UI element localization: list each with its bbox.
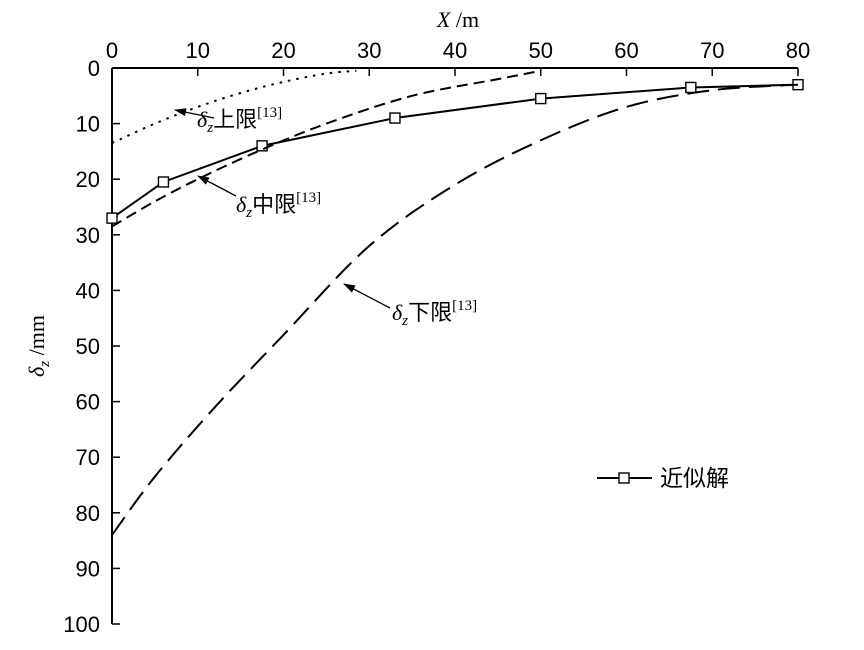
- y-tick-label: 30: [76, 223, 100, 248]
- y-tick-label: 10: [76, 112, 100, 137]
- series-approx-line: [111, 83, 799, 219]
- y-axis-title-sub: z: [37, 361, 53, 368]
- y-tick-label: 60: [76, 390, 100, 415]
- x-axis-title: X /m: [436, 7, 479, 32]
- series-approx-marker: [685, 81, 697, 94]
- y-tick-label: 90: [76, 556, 100, 581]
- x-tick-label: 40: [443, 38, 467, 63]
- x-axis-title-unit: /m: [450, 7, 479, 32]
- series-long-dash-line: [111, 83, 799, 536]
- annotation-label: δz中限[13]: [236, 190, 321, 221]
- annotation-sub: z: [245, 205, 252, 221]
- annotation-label: δz下限[13]: [392, 298, 477, 329]
- annotation-arrow: [343, 283, 391, 309]
- annotation-arrow: [197, 175, 237, 197]
- axes: 0 10 20 30 40 50 60 70 80 0 10 20 30 40 50 60 70 80 90 100 X…: [24, 7, 810, 637]
- legend: 近似解: [597, 466, 729, 492]
- y-tick-label: 20: [76, 167, 100, 192]
- legend-marker: [618, 472, 630, 484]
- annotation-delta: δ: [236, 192, 247, 217]
- series-approx-marker: [256, 140, 268, 152]
- annotation-sub: z: [401, 313, 408, 329]
- annotation-text: 上限: [213, 108, 257, 133]
- annotation-text: 下限: [408, 301, 452, 326]
- annotation-arrow: [174, 108, 215, 119]
- annotation-label: δz上限[13]: [197, 105, 282, 136]
- x-tick-label: 0: [106, 38, 118, 63]
- series-dotted-line: [111, 69, 357, 144]
- y-axis-title-var: δ: [24, 366, 49, 377]
- y-tick-label: 40: [76, 278, 100, 303]
- annotation-text: 中限: [252, 193, 296, 218]
- y-axis-title-unit: /mm: [24, 315, 49, 361]
- series-approx-marker: [535, 92, 547, 105]
- annotation-ref: [13]: [257, 105, 282, 121]
- legend-label: 近似解: [660, 466, 729, 492]
- x-axis-title-var: X: [436, 7, 452, 32]
- y-tick-label: 0: [88, 56, 100, 81]
- series-approx-marker: [157, 176, 170, 188]
- y-tick-label: 80: [76, 501, 100, 526]
- annotation-ref: [13]: [296, 190, 321, 206]
- y-tick-label: 70: [76, 445, 100, 470]
- annotation-sub: z: [206, 120, 213, 136]
- x-tick-label: 50: [529, 38, 553, 63]
- annotation-ref: [13]: [452, 298, 477, 314]
- x-tick-label: 10: [186, 38, 210, 63]
- annotation-delta: δ: [197, 107, 208, 132]
- x-tick-label: 70: [700, 38, 724, 63]
- series-approx-marker: [106, 212, 118, 224]
- annotation-delta: δ: [392, 300, 403, 325]
- y-tick-label: 100: [63, 612, 100, 637]
- series-short-dash-line: [111, 69, 541, 228]
- y-tick-label: 50: [76, 334, 100, 359]
- y-axis-title: δz /mm: [24, 315, 53, 377]
- x-tick-label: 80: [786, 38, 810, 63]
- series-layer: [106, 69, 804, 536]
- series-approx-marker: [389, 112, 401, 124]
- x-tick-label: 30: [357, 38, 381, 63]
- x-tick-label: 20: [271, 38, 295, 63]
- annotation-layer: δz上限[13]δz中限[13]δz下限[13]: [174, 105, 477, 329]
- x-tick-label: 60: [614, 38, 638, 63]
